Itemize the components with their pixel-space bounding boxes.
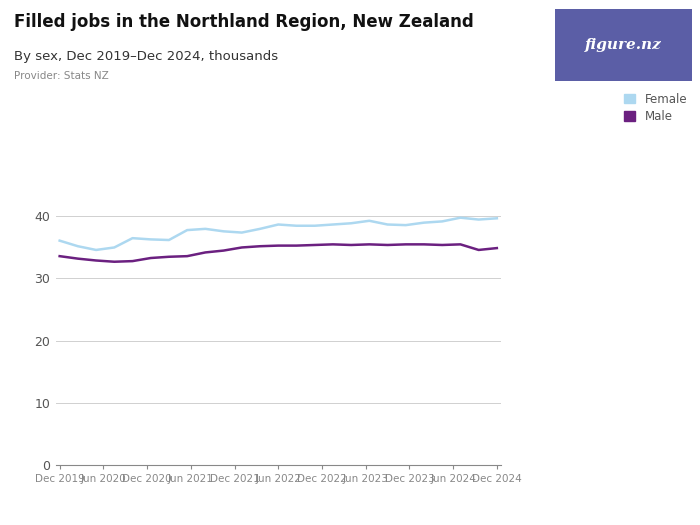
Text: By sex, Dec 2019–Dec 2024, thousands: By sex, Dec 2019–Dec 2024, thousands bbox=[14, 50, 278, 63]
Text: Provider: Stats NZ: Provider: Stats NZ bbox=[14, 71, 108, 81]
Text: figure.nz: figure.nz bbox=[585, 38, 661, 52]
Text: Filled jobs in the Northland Region, New Zealand: Filled jobs in the Northland Region, New… bbox=[14, 13, 474, 31]
Legend: Female, Male: Female, Male bbox=[624, 92, 687, 123]
